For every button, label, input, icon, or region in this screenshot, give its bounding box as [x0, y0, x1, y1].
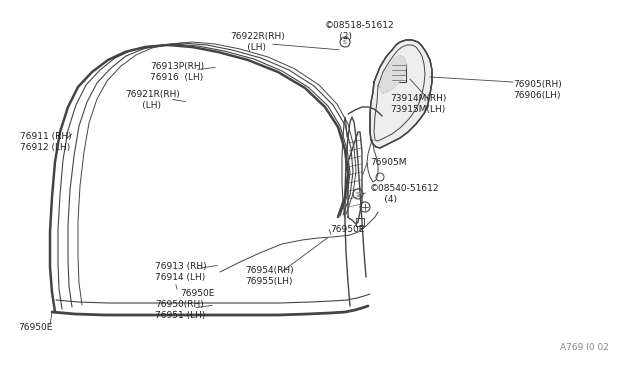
Text: 76913 (RH)
76914 (LH): 76913 (RH) 76914 (LH) [155, 262, 207, 282]
Polygon shape [380, 56, 406, 93]
Text: ©08540-51612
     (4): ©08540-51612 (4) [370, 184, 440, 204]
Text: 76950E: 76950E [180, 289, 214, 298]
Text: S: S [343, 39, 347, 45]
Text: A769 I0 02: A769 I0 02 [560, 343, 609, 352]
Text: 76905M: 76905M [370, 157, 406, 167]
Text: 76913P(RH)
76916  (LH): 76913P(RH) 76916 (LH) [150, 62, 204, 82]
Text: 76950(RH)
76951 (LH): 76950(RH) 76951 (LH) [155, 300, 205, 320]
Text: 76911 (RH)
76912 (LH): 76911 (RH) 76912 (LH) [20, 132, 72, 152]
Text: 76921R(RH)
      (LH): 76921R(RH) (LH) [125, 90, 180, 110]
Text: 76950E: 76950E [18, 323, 52, 331]
Text: 76954(RH)
76955(LH): 76954(RH) 76955(LH) [245, 266, 294, 286]
Text: 76905(RH)
76906(LH): 76905(RH) 76906(LH) [513, 80, 562, 100]
Text: S: S [356, 192, 360, 196]
Bar [356, 218, 364, 226]
Text: 76922R(RH)
      (LH): 76922R(RH) (LH) [230, 32, 285, 52]
Text: 73914M(RH)
73915M(LH): 73914M(RH) 73915M(LH) [390, 94, 446, 114]
Text: ©08518-51612
     (2): ©08518-51612 (2) [325, 21, 395, 41]
Text: 76950E: 76950E [330, 224, 364, 234]
Polygon shape [370, 40, 432, 148]
